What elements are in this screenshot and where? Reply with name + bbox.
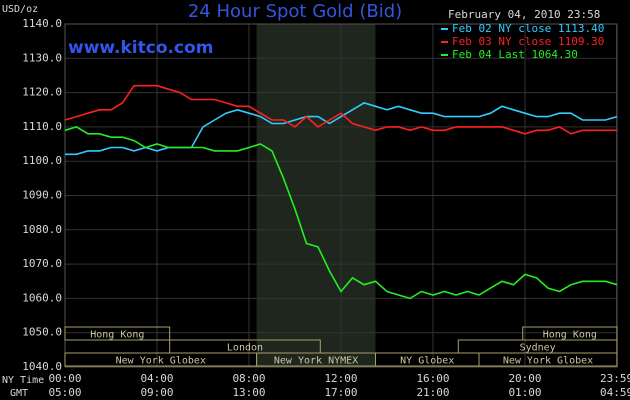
plot-frame (64, 23, 618, 368)
y-tick-label: 1070.0 (22, 257, 62, 270)
x2-tick-label: 01:00 (508, 386, 541, 399)
x-tick-label: 23:59 (600, 372, 630, 385)
session-label: NY Globex (400, 356, 454, 367)
series-line (64, 126, 618, 300)
chart-title: 24 Hour Spot Gold (Bid) (188, 1, 402, 22)
x-tick-label: 16:00 (416, 372, 449, 385)
y-tick-label: 1040.0 (22, 360, 62, 373)
x2-tick-label: 04:59 (600, 386, 630, 399)
session-box (478, 352, 618, 367)
x-axis-label: NY Time (2, 375, 44, 386)
session-box (64, 326, 171, 341)
session-label: New York Globex (503, 356, 593, 367)
x-tick-label: 00:00 (48, 372, 81, 385)
series-line (64, 84, 617, 135)
y-tick-label: 1100.0 (22, 154, 62, 167)
session-label: New York Globex (116, 356, 206, 367)
x-tick-label: 12:00 (324, 372, 357, 385)
x2-tick-label: 17:00 (324, 386, 357, 399)
session-label: Hong Kong (90, 330, 144, 341)
unit-label: USD/oz (2, 4, 38, 15)
series-line (65, 102, 618, 156)
legend-label: Feb 04 Last 1064.30 (452, 48, 578, 61)
y-tick-label: 1090.0 (22, 189, 62, 202)
y-tick-label: 1110.0 (22, 120, 62, 133)
timestamp: February 04, 2010 23:58 (448, 8, 600, 21)
x2-tick-label: 05:00 (48, 386, 81, 399)
x2-tick-label: 21:00 (416, 386, 449, 399)
session-label: New York NYMEX (274, 356, 358, 367)
y-tick-label: 1130.0 (22, 51, 62, 64)
session-label: Hong Kong (543, 330, 597, 341)
watermark: www.kitco.com (68, 38, 213, 58)
y-tick-label: 1050.0 (22, 326, 62, 339)
x2-axis-label: GMT (10, 388, 28, 399)
x-tick-label: 04:00 (140, 372, 173, 385)
y-tick-label: 1120.0 (22, 86, 62, 99)
x-tick-label: 08:00 (232, 372, 265, 385)
y-tick-label: 1060.0 (22, 291, 62, 304)
legend-label: Feb 02 NY close 1113.40 (452, 22, 604, 35)
session-label: Sydney (520, 343, 556, 354)
x2-tick-label: 09:00 (140, 386, 173, 399)
x-tick-label: 20:00 (508, 372, 541, 385)
legend-label: Feb 03 NY close 1109.30 (452, 35, 604, 48)
y-tick-label: 1080.0 (22, 223, 62, 236)
session-label: London (227, 343, 263, 354)
x2-tick-label: 13:00 (232, 386, 265, 399)
y-tick-label: 1140.0 (22, 17, 62, 30)
